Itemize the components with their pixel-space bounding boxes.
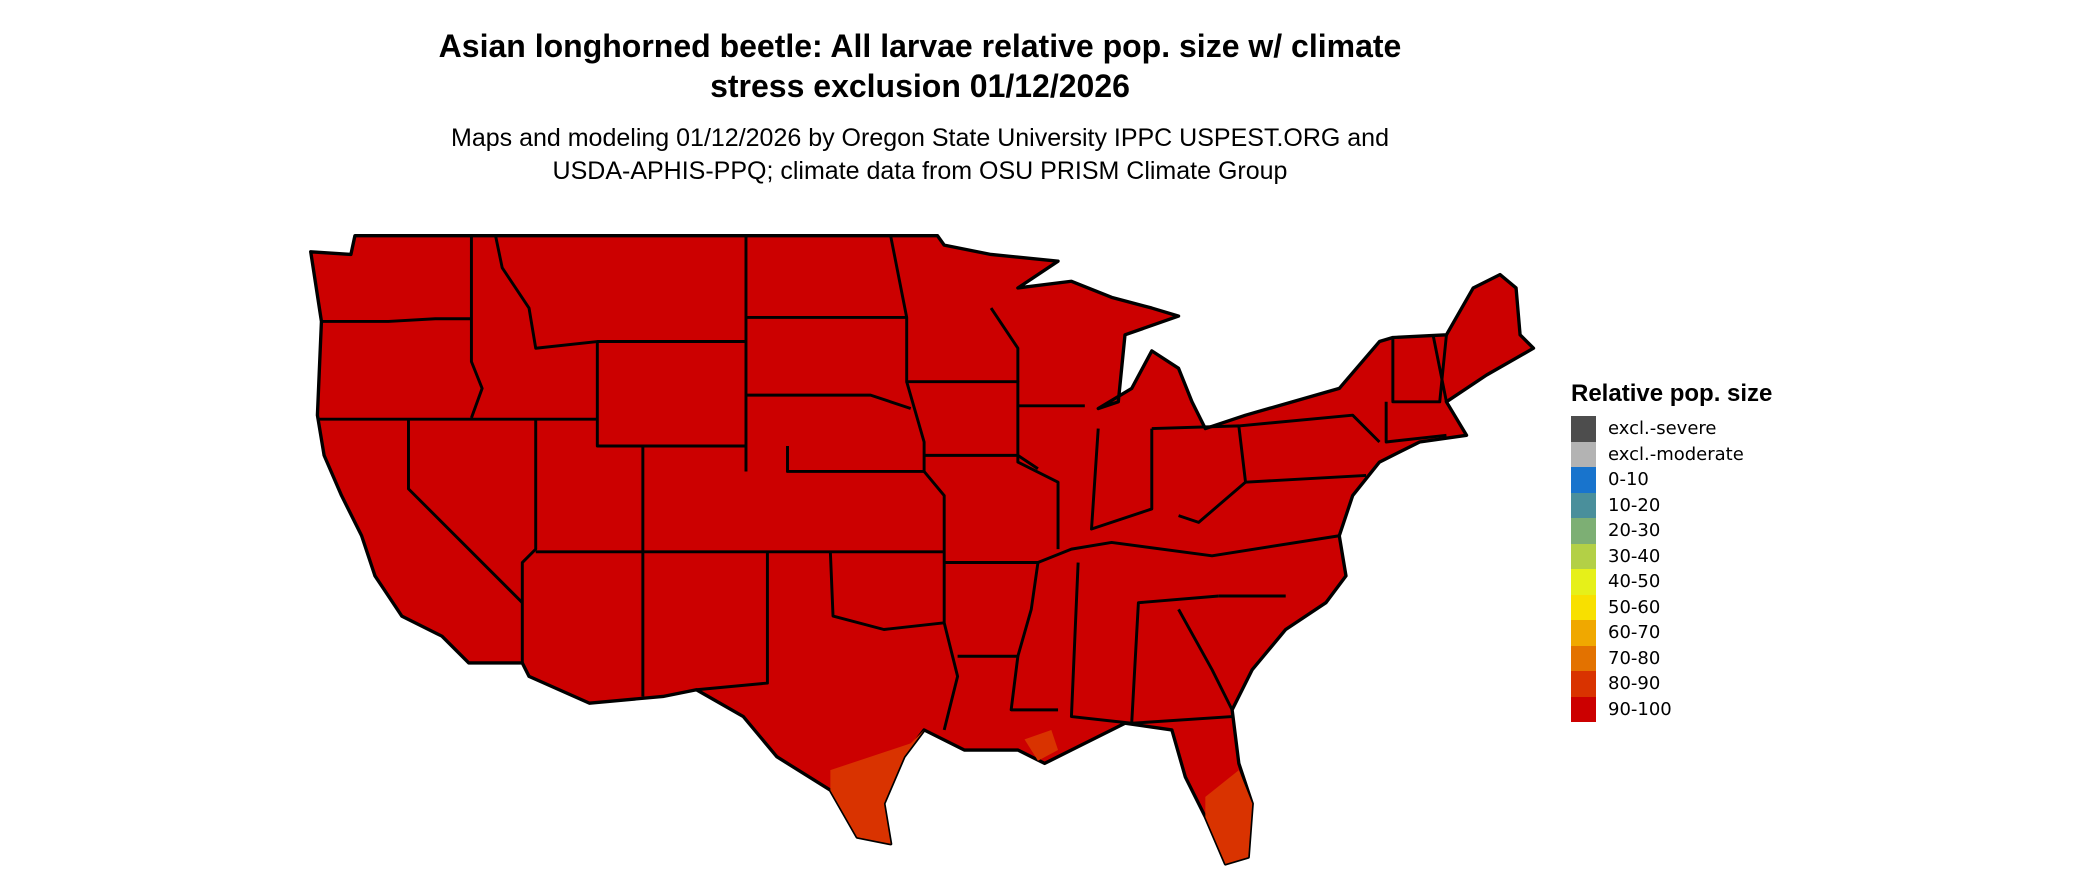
legend-swatch [1571, 518, 1596, 544]
legend-item: 70-80 [1571, 645, 1772, 671]
legend-item: 80-90 [1571, 671, 1772, 697]
legend-swatch [1571, 441, 1596, 467]
legend-swatch [1571, 696, 1596, 722]
subtitle-line-1: Maps and modeling 01/12/2026 by Oregon S… [451, 124, 1389, 152]
legend-label: 30-40 [1608, 545, 1661, 567]
legend-item: excl.-moderate [1571, 441, 1772, 467]
legend-swatch [1571, 671, 1596, 697]
legend-swatch [1571, 492, 1596, 518]
legend-label: 90-100 [1608, 698, 1672, 720]
legend-item: 0-10 [1571, 467, 1772, 493]
legend-label: 10-20 [1608, 494, 1661, 516]
legend-item: 50-60 [1571, 594, 1772, 620]
legend-swatch [1571, 645, 1596, 671]
legend-label: 60-70 [1608, 622, 1661, 644]
legend: Relative pop. size excl.-severe excl.-mod… [1571, 380, 1772, 722]
subtitle-line-2: USDA-APHIS-PPQ; climate data from OSU PR… [552, 157, 1288, 185]
legend-label: excl.-severe [1608, 418, 1717, 440]
legend-label: 20-30 [1608, 520, 1661, 542]
legend-label: excl.-moderate [1608, 443, 1744, 465]
legend-swatch [1571, 620, 1596, 646]
south-florida-80-90-area [1205, 770, 1253, 864]
legend-title: Relative pop. size [1571, 380, 1773, 407]
state-borders [317, 235, 1448, 731]
legend-swatch [1571, 543, 1596, 569]
legend-item: 30-40 [1571, 543, 1772, 569]
legend-label: 80-90 [1608, 673, 1661, 695]
legend-label: 50-60 [1608, 596, 1661, 618]
legend-swatch [1571, 594, 1596, 620]
map-title: Asian longhorned beetle: All larvae rela… [0, 26, 1840, 106]
map-subtitle: Maps and modeling 01/12/2026 by Oregon S… [0, 122, 1840, 188]
south-texas-80-90-area [830, 729, 925, 844]
legend-item: excl.-severe [1571, 416, 1772, 442]
conus-landmass [309, 234, 1536, 866]
title-line-1: Asian longhorned beetle: All larvae rela… [438, 28, 1402, 64]
legend-item: 90-100 [1571, 696, 1772, 722]
legend-swatch [1571, 569, 1596, 595]
legend-swatch [1571, 467, 1596, 493]
legend-label: 40-50 [1608, 571, 1661, 593]
title-line-2: stress exclusion 01/12/2026 [710, 68, 1130, 104]
legend-item: 60-70 [1571, 620, 1772, 646]
legend-swatch [1571, 416, 1596, 442]
legend-label: 0-10 [1608, 469, 1649, 491]
legend-item: 40-50 [1571, 569, 1772, 595]
louisiana-coast-80-90-area [1024, 729, 1059, 761]
legend-label: 70-80 [1608, 647, 1661, 669]
legend-item: 10-20 [1571, 492, 1772, 518]
legend-item: 20-30 [1571, 518, 1772, 544]
